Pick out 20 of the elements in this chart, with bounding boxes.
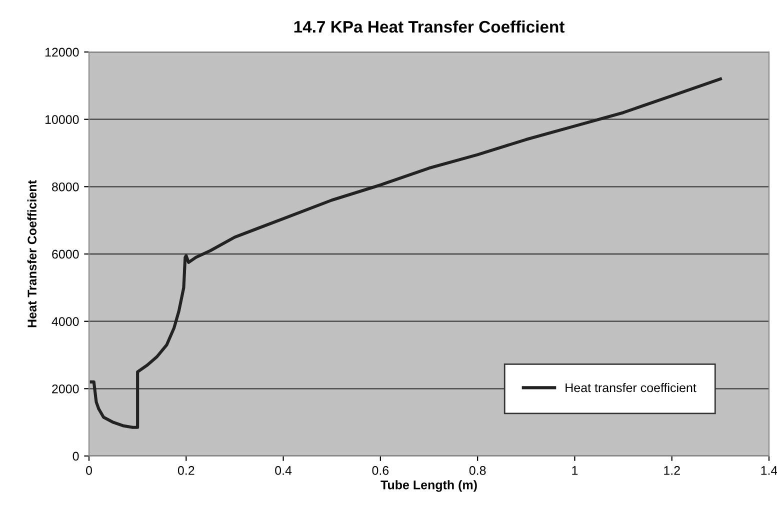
y-tick-label: 2000 <box>52 384 79 394</box>
x-tick-label: 0.4 <box>275 466 292 475</box>
x-axis-title: Tube Length (m) <box>380 480 477 492</box>
x-tick-label: 0 <box>86 466 92 475</box>
x-tick-label: 0.6 <box>372 466 389 475</box>
y-tick-label: 12000 <box>45 48 79 57</box>
chart-title: 14.7 KPa Heat Transfer Coefficient <box>294 20 565 33</box>
x-tick-label: 1.4 <box>761 466 777 475</box>
legend-label: Heat transfer coefficient <box>566 382 696 392</box>
line-series <box>90 77 722 429</box>
y-tick-label: 6000 <box>52 250 79 259</box>
y-axis-title: Heat Transfer Coefficient <box>27 180 36 328</box>
y-tick-label: 10000 <box>45 115 79 124</box>
x-tick-label: 0.2 <box>178 466 194 475</box>
x-tick-label: 0.8 <box>469 466 486 475</box>
y-tick-label: 4000 <box>52 317 79 326</box>
x-tick-label: 1 <box>572 466 578 475</box>
y-tick-label: 0 <box>72 452 79 461</box>
y-tick-label: 8000 <box>52 182 79 192</box>
x-tick-label: 1.2 <box>664 466 680 475</box>
